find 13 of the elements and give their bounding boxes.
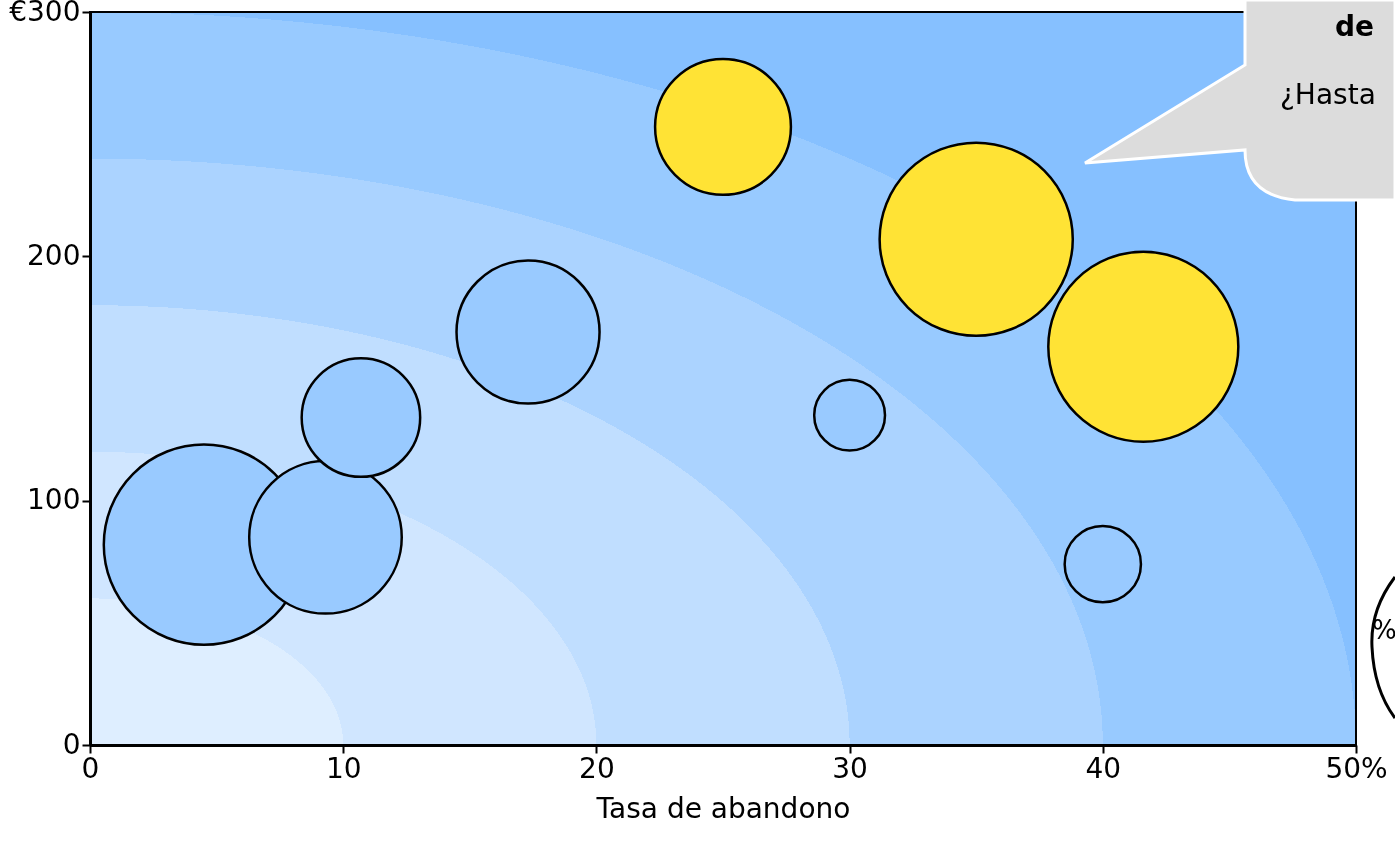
y-tick-label: 0	[62, 727, 81, 761]
y-tick-label: €300	[9, 0, 81, 28]
x-tick-label: 40	[1085, 751, 1122, 785]
x-tick-label: 10	[325, 751, 362, 785]
annotation: de	[1335, 10, 1376, 43]
x-tick-label: 20	[579, 751, 615, 785]
annotation: ¿Hasta	[1280, 78, 1377, 111]
y-tick-label: 200	[27, 238, 81, 272]
x-tick-label: 50%	[1325, 751, 1388, 785]
y-tick-label: 100	[27, 483, 81, 517]
text: %	[1372, 615, 1395, 645]
x-tick-label: 30	[832, 751, 868, 785]
x-axis-title: Tasa de abandono	[595, 791, 851, 825]
